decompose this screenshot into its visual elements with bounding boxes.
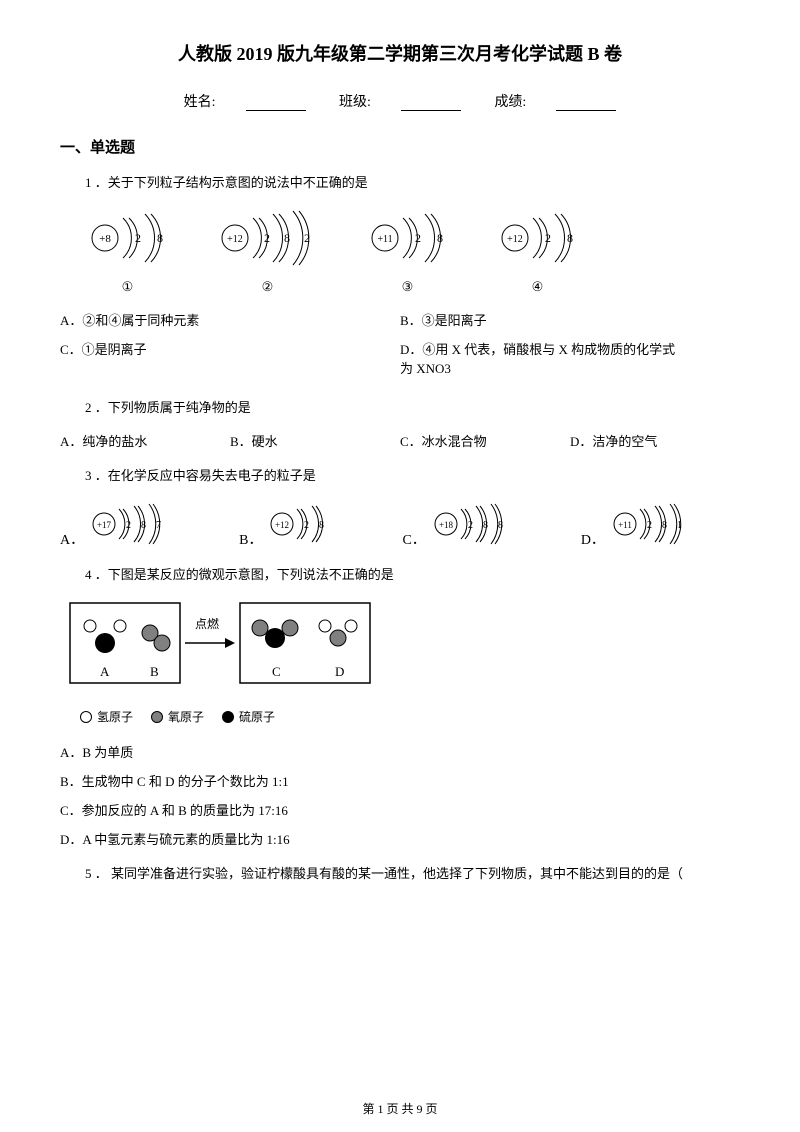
- s-atom-icon: [222, 711, 234, 723]
- q1-optB: B．③是阳离子: [400, 305, 740, 334]
- svg-text:2: 2: [304, 520, 309, 531]
- svg-text:+11: +11: [618, 520, 632, 530]
- svg-text:7: 7: [156, 520, 161, 531]
- reaction-svg: A B 点燃 C D: [60, 598, 380, 698]
- svg-text:2: 2: [468, 520, 473, 531]
- q4-text: 4 ．下图是某反应的微观示意图，下列说法不正确的是: [85, 564, 740, 583]
- svg-text:+8: +8: [99, 233, 111, 245]
- q2-optA: A．纯净的盐水: [60, 431, 230, 450]
- svg-text:1: 1: [677, 520, 682, 531]
- svg-text:2: 2: [415, 231, 421, 245]
- svg-text:A: A: [100, 664, 110, 679]
- atom-svg: +8 2 8: [85, 206, 170, 271]
- page-title: 人教版 2019 版九年级第二学期第三次月考化学试题 B 卷: [60, 40, 740, 66]
- svg-text:2: 2: [126, 520, 131, 531]
- svg-text:8: 8: [483, 520, 488, 531]
- svg-text:2: 2: [647, 520, 652, 531]
- svg-text:+17: +17: [97, 520, 112, 530]
- svg-text:C: C: [272, 664, 281, 679]
- svg-text:+12: +12: [227, 234, 243, 245]
- svg-text:8: 8: [141, 520, 146, 531]
- svg-text:2: 2: [264, 231, 270, 245]
- atom-label: ④: [495, 279, 580, 295]
- q5-text: 5 ． 某同学准备进行实验，验证柠檬酸具有酸的某一通性，他选择了下列物质，其中不…: [85, 863, 740, 882]
- q2-optB: B．硬水: [230, 431, 400, 450]
- class-blank: [401, 97, 461, 111]
- q1-options: A．②和④属于同种元素 B．③是阳离子 C．①是阴离子 D．④用 X 代表，硝酸…: [60, 305, 740, 382]
- atom-diagram-2: +12 2 8 2 ②: [215, 206, 320, 295]
- q4-optA: A．B 为单质: [60, 742, 740, 761]
- h-atom-icon: [80, 711, 92, 723]
- svg-text:+12: +12: [507, 234, 523, 245]
- svg-text:8: 8: [567, 231, 573, 245]
- svg-text:2: 2: [135, 231, 141, 245]
- svg-text:+18: +18: [439, 520, 454, 530]
- student-info-line: 姓名: 班级: 成绩:: [60, 91, 740, 111]
- svg-text:点燃: 点燃: [195, 616, 219, 631]
- q4-legend: 氢原子 氧原子 硫原子: [80, 708, 740, 727]
- name-label: 姓名:: [184, 95, 216, 110]
- q3-optC: C． +18 2 8 8: [402, 499, 510, 549]
- q4-optC: C．参加反应的 A 和 B 的质量比为 17:16: [60, 800, 740, 819]
- svg-text:8: 8: [662, 520, 667, 531]
- svg-text:D: D: [335, 664, 344, 679]
- score-blank: [556, 97, 616, 111]
- svg-text:2: 2: [304, 231, 310, 245]
- q2-optC: C．冰水混合物: [400, 431, 570, 450]
- class-label: 班级:: [339, 95, 371, 110]
- q2-text: 2 ．下列物质属于纯净物的是: [85, 397, 740, 416]
- atom-svg: +18 2 8 8: [431, 499, 511, 549]
- atom-diagram-3: +11 2 8 ③: [365, 206, 450, 295]
- svg-text:8: 8: [319, 520, 324, 531]
- legend-o: 氧原子: [151, 708, 204, 725]
- legend-s: 硫原子: [222, 708, 275, 725]
- atom-svg: +12 2 8: [495, 206, 580, 271]
- name-blank: [246, 97, 306, 111]
- svg-text:B: B: [150, 664, 159, 679]
- q1-atom-diagrams: +8 2 8 ① +12 2 8 2 ② +11: [85, 206, 740, 295]
- q4-optB: B．生成物中 C 和 D 的分子个数比为 1:1: [60, 771, 740, 790]
- q1-optD: D．④用 X 代表，硝酸根与 X 构成物质的化学式 为 XNO3: [400, 334, 740, 382]
- q3-text: 3 ．在化学反应中容易失去电子的粒子是: [85, 465, 740, 484]
- svg-text:8: 8: [284, 231, 290, 245]
- atom-svg: +12 2 8 2: [215, 206, 320, 271]
- atom-diagram-4: +12 2 8 ④: [495, 206, 580, 295]
- q3-optB: B． +12 2 8: [239, 499, 332, 549]
- svg-text:+11: +11: [377, 234, 392, 245]
- section-header: 一、单选题: [60, 136, 740, 157]
- svg-text:+12: +12: [275, 520, 289, 530]
- o-atom-icon: [151, 711, 163, 723]
- svg-text:8: 8: [157, 231, 163, 245]
- svg-text:8: 8: [437, 231, 443, 245]
- svg-text:2: 2: [545, 231, 551, 245]
- q4-optD: D．A 中氢元素与硫元素的质量比为 1:16: [60, 829, 740, 848]
- q1-optA: A．②和④属于同种元素: [60, 305, 400, 334]
- q4-diagram: A B 点燃 C D: [60, 598, 740, 698]
- atom-label: ①: [85, 279, 170, 295]
- score-label: 成绩:: [494, 95, 526, 110]
- atom-label: ③: [365, 279, 450, 295]
- atom-svg: +11 2 8: [365, 206, 450, 271]
- page-footer: 第 1 页 共 9 页: [0, 1100, 800, 1117]
- q3-options: A． +17 2 8 7 B． +12 2 8 C．: [60, 499, 740, 549]
- atom-label: ②: [215, 279, 320, 295]
- atom-svg: +12 2 8: [267, 499, 332, 549]
- atom-svg: +11 2 8 1: [610, 499, 690, 549]
- atom-svg: +17 2 8 7: [89, 499, 169, 549]
- q2-optD: D．洁净的空气: [570, 431, 740, 450]
- legend-h: 氢原子: [80, 708, 133, 725]
- q3-optD: D． +11 2 8 1: [581, 499, 690, 549]
- q1-optC: C．①是阴离子: [60, 334, 400, 382]
- q3-optA: A． +17 2 8 7: [60, 499, 169, 549]
- q2-options: A．纯净的盐水 B．硬水 C．冰水混合物 D．洁净的空气: [60, 431, 740, 450]
- q1-text: 1 ．关于下列粒子结构示意图的说法中不正确的是: [85, 172, 740, 191]
- svg-text:8: 8: [498, 520, 503, 531]
- atom-diagram-1: +8 2 8 ①: [85, 206, 170, 295]
